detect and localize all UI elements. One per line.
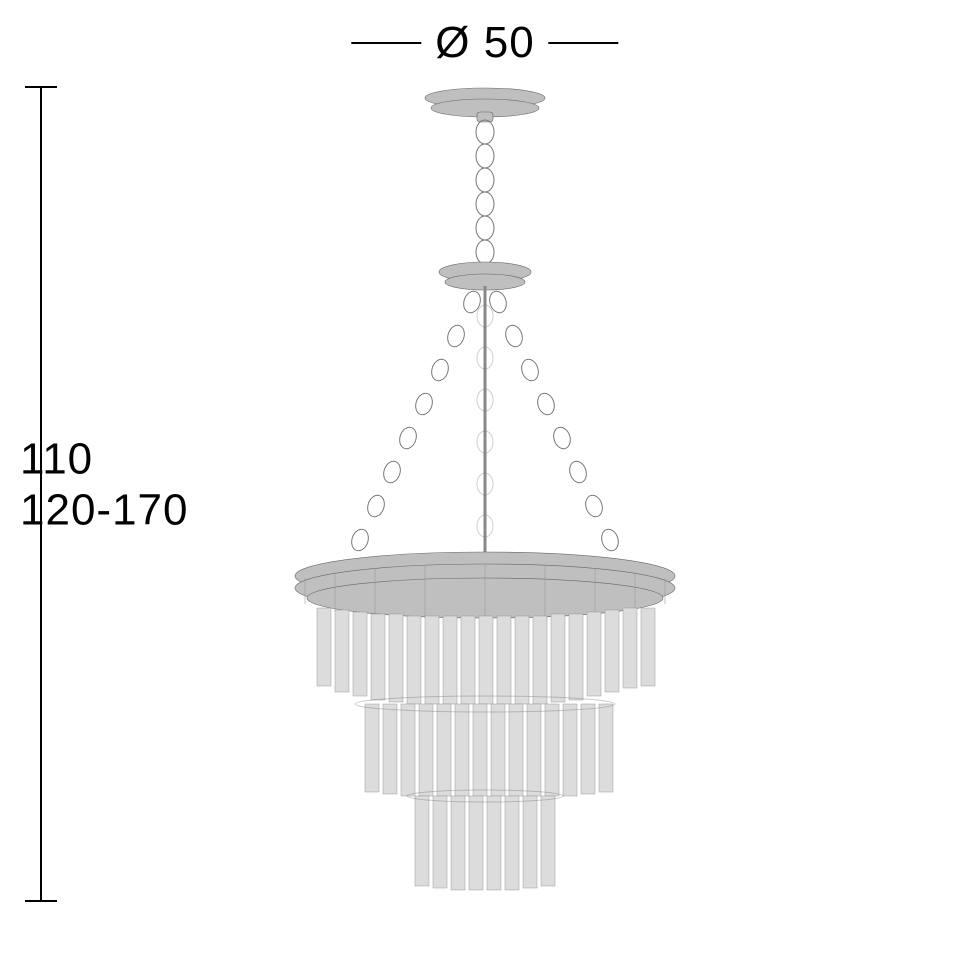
height-range-label: 120-170 — [20, 485, 188, 536]
dim-dash-left — [351, 42, 421, 44]
dim-dash-right — [549, 42, 619, 44]
crystal-tier-3 — [415, 796, 555, 890]
crystal-tier-1 — [317, 608, 655, 704]
chandelier-illustration — [255, 86, 715, 902]
height-fixed-label: 110 — [20, 434, 188, 485]
top-chain — [476, 120, 494, 264]
diameter-dimension: Ø 50 — [351, 18, 618, 68]
crystal-tier-2 — [365, 704, 613, 796]
diameter-label: Ø 50 — [435, 18, 534, 68]
drawing-canvas: Ø 50 110 120-170 — [0, 0, 970, 970]
height-labels: 110 120-170 — [20, 434, 188, 535]
bowl-rim — [295, 552, 675, 620]
